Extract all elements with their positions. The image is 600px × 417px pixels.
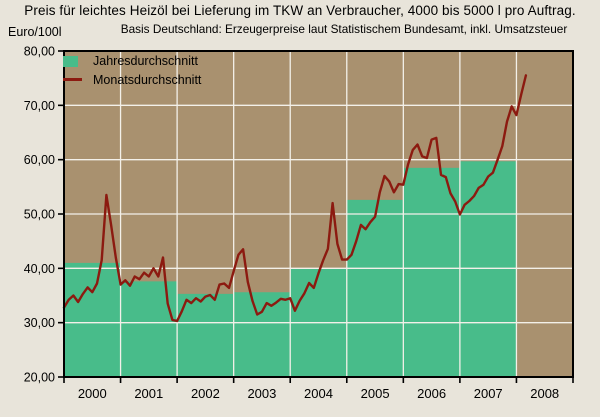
annual-bar-2005 [346,199,404,377]
annual-bar-2001 [120,281,178,377]
annual-bar-2007 [459,161,517,377]
annual-average-swatch [63,55,78,67]
annual-bar-2002 [177,293,234,377]
y-tick-label: 70,00 [24,99,55,113]
x-tick-label: 2006 [417,386,446,401]
monthly-average-swatch [63,78,82,82]
monthly-swatch-box [63,78,93,82]
legend-row-monthly: Monatsdurchschnitt [63,71,201,90]
annual-average-legend-label: Jahresdurchschnitt [93,54,198,69]
x-tick-label: 2000 [78,386,107,401]
x-tick-label: 2002 [191,386,220,401]
y-axis-unit-label: Euro/100l [8,25,62,39]
y-tick-label: 60,00 [24,153,55,167]
annual-bar-2006 [403,167,460,377]
chart-subtitle: Basis Deutschland: Erzeugerpreise laut S… [120,22,568,36]
y-tick-label: 80,00 [24,45,55,59]
x-tick-label: 2008 [530,386,559,401]
y-tick-label: 40,00 [24,262,55,276]
monthly-average-legend-label: Monatsdurchschnitt [93,72,202,87]
annual-swatch-box [63,55,93,67]
x-tick-label: 2001 [134,386,163,401]
y-tick-label: 20,00 [24,371,55,385]
y-tick-label: 50,00 [24,208,55,222]
annual-bar-2000 [64,262,121,377]
legend: Jahresdurchschnitt Monatsdurchschnitt [63,52,201,89]
x-tick-label: 2004 [304,386,333,401]
annual-bar-2003 [233,292,291,377]
y-tick-label: 30,00 [24,316,55,330]
x-tick-label: 2003 [247,386,276,401]
legend-row-annual: Jahresdurchschnitt [63,52,201,71]
monthly-average-line [62,74,528,323]
x-tick-label: 2007 [474,386,503,401]
chart-title: Preis für leichtes Heizöl bei Lieferung … [24,3,576,18]
x-tick-label: 2005 [361,386,390,401]
